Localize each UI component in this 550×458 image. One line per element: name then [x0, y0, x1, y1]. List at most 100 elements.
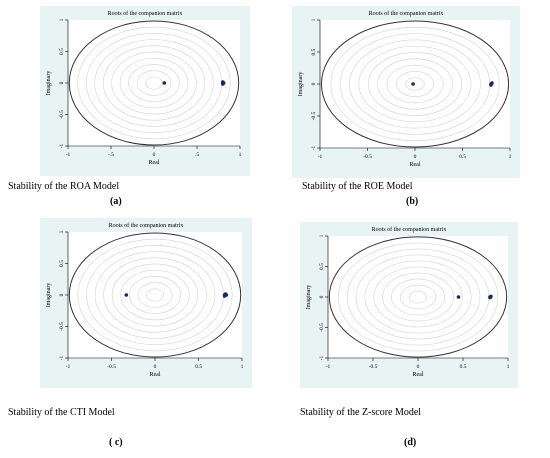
- y-tick-label: 1: [59, 18, 65, 21]
- grid-circle: [386, 64, 444, 104]
- x-tick-label: -1: [66, 152, 71, 158]
- y-tick-label: -0.5: [319, 323, 325, 332]
- grid-circle: [405, 77, 425, 91]
- x-tick-label: -0.5: [363, 154, 372, 160]
- plot-area: [328, 236, 508, 358]
- grid-circle: [391, 278, 445, 316]
- chart-panel-roe: -1 -0.5 0 0.5 1 -1 -0.5 0 0.5 1 Roots of the compa…: [292, 6, 520, 178]
- chart-panel-zscore: -1 -0.5 0 0.5 1 -1 -0.5 0 0.5 1 Roots of the compa…: [300, 222, 518, 388]
- label-zscore: (d): [404, 437, 417, 448]
- y-tick-label: 0.5: [311, 48, 317, 55]
- x-tick-label: 0: [414, 154, 417, 160]
- root-point: [489, 83, 493, 87]
- label-cti: ( c): [109, 437, 123, 448]
- plot-area: [68, 232, 242, 358]
- grid-circle: [367, 52, 463, 116]
- x-tick-label: -0.5: [107, 364, 116, 370]
- x-tick-label: 0: [154, 364, 157, 370]
- chart-panel-cti: -1 -0.5 0 0.5 1 -1 -0.5 0 0.5 1 Roots of the compa…: [40, 218, 252, 388]
- caption-zscore: Stability of the Z-score Model: [300, 407, 422, 418]
- grid-circle: [128, 64, 180, 102]
- grid-circle: [77, 238, 233, 352]
- caption-roa: Stability of the ROA Model: [8, 181, 120, 192]
- y-tick-label: 1: [311, 18, 317, 21]
- x-tick-label: -1: [66, 364, 71, 370]
- chart-title: Roots of the companion matrix: [369, 10, 444, 17]
- y-tick-label: -1: [59, 143, 65, 148]
- caption-cti: Stability of the CTI Model: [8, 407, 115, 418]
- label-roe: (b): [406, 196, 419, 207]
- grid-circle: [377, 58, 453, 110]
- x-tick-label: -1: [326, 364, 331, 370]
- unit-circle: [68, 232, 242, 358]
- y-axis-label: Imaginary: [46, 283, 52, 308]
- y-tick-label: 1: [319, 234, 325, 237]
- root-point: [456, 295, 461, 299]
- y-tick-label: 0.5: [59, 260, 65, 267]
- grid-circle: [102, 45, 206, 121]
- x-tick-label: 0.5: [195, 364, 202, 370]
- grid-circle: [119, 57, 189, 109]
- y-tick-label: 0.5: [59, 48, 65, 55]
- x-axis-label: Real: [413, 372, 424, 378]
- x-tick-label: 0.5: [459, 154, 466, 160]
- y-axis-label: Imaginary: [298, 72, 304, 97]
- chart-title: Roots of the companion matrix: [372, 226, 447, 233]
- y-tick-label: -0.5: [59, 322, 65, 331]
- x-tick-label: 1: [241, 364, 244, 370]
- chart-svg-zscore: -1 -0.5 0 0.5 1 -1 -0.5 0 0.5 1 Roots of the compa…: [300, 222, 518, 388]
- grid-circle: [120, 269, 190, 321]
- x-tick-label: -1: [318, 154, 323, 160]
- grid-circle: [145, 76, 163, 90]
- x-tick-label: .5: [195, 152, 199, 158]
- grid-circle: [128, 276, 182, 314]
- y-axis-label: Imaginary: [46, 71, 52, 96]
- grid-circle: [136, 70, 172, 96]
- y-tick-label: 0.5: [319, 263, 325, 270]
- x-tick-label: 0.5: [460, 364, 467, 370]
- y-axis-label: Imaginary: [306, 285, 312, 310]
- chart-svg-roe: -1 -0.5 0 0.5 1 -1 -0.5 0 0.5 1 Roots of the compa…: [292, 6, 520, 178]
- grid-circle: [382, 272, 454, 322]
- x-tick-label: 0: [153, 152, 156, 158]
- y-tick-label: 0: [311, 82, 317, 85]
- x-tick-label: 0: [417, 364, 420, 370]
- grid-circle: [330, 26, 500, 142]
- y-tick-label: -1: [59, 355, 65, 360]
- y-tick-label: -1: [311, 145, 317, 150]
- y-tick-label: -0.5: [59, 110, 65, 119]
- grid-circle: [94, 251, 216, 339]
- y-tick-label: -1: [319, 355, 325, 360]
- plot-area: [320, 20, 510, 148]
- root-point: [162, 81, 167, 85]
- grid-circle: [399, 284, 437, 310]
- grid-circle: [111, 263, 199, 327]
- grid-circle: [94, 39, 214, 127]
- unit-circle: [328, 236, 508, 358]
- root-point: [488, 295, 492, 300]
- root-point: [221, 82, 225, 86]
- y-tick-label: 0: [319, 295, 325, 298]
- root-point: [124, 293, 129, 297]
- y-tick-label: 0: [59, 293, 65, 296]
- grid-circle: [146, 288, 164, 302]
- plot-area: [68, 20, 240, 146]
- grid-circle: [111, 51, 197, 115]
- x-axis-label: Real: [150, 372, 161, 378]
- grid-circle: [137, 282, 173, 308]
- y-tick-label: -0.5: [311, 111, 317, 120]
- unit-circle: [68, 20, 240, 146]
- chart-svg-cti: -1 -0.5 0 0.5 1 -1 -0.5 0 0.5 1 Roots of the compa…: [40, 218, 252, 388]
- root-point: [224, 293, 229, 297]
- grid-circle: [355, 254, 481, 340]
- x-tick-label: 1: [507, 364, 510, 370]
- x-tick-label: 1: [509, 154, 512, 160]
- x-axis-label: Real: [410, 162, 421, 168]
- grid-circle: [337, 242, 499, 352]
- chart-title: Roots of the companion matrix: [108, 10, 183, 17]
- grid-circle: [358, 45, 472, 123]
- caption-roe: Stability of the ROE Model: [302, 181, 413, 192]
- label-roa: (a): [110, 196, 122, 207]
- chart-title: Roots of the companion matrix: [109, 222, 184, 229]
